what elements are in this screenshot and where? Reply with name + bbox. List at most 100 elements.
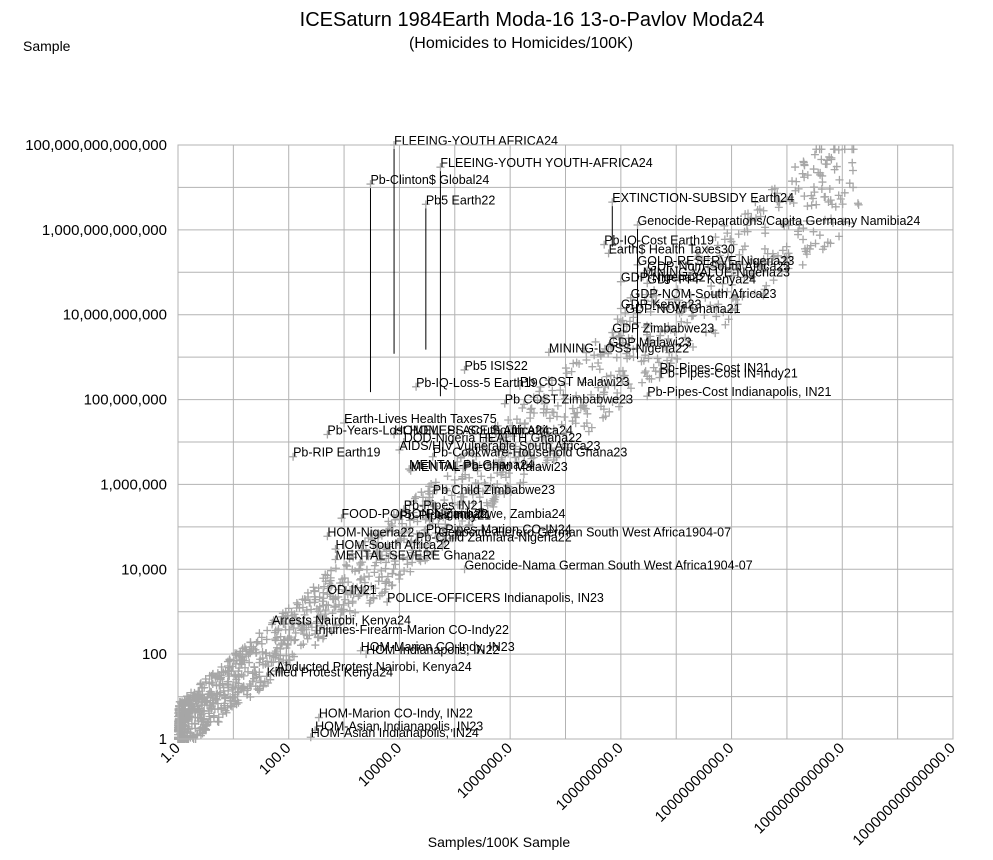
data-point bbox=[274, 626, 283, 635]
data-point bbox=[656, 327, 665, 336]
data-point bbox=[626, 384, 635, 393]
data-point bbox=[587, 390, 596, 399]
data-point bbox=[346, 614, 355, 623]
data-point bbox=[345, 554, 354, 563]
data-point bbox=[181, 714, 190, 723]
data-point bbox=[751, 214, 760, 223]
data-point bbox=[714, 257, 723, 266]
data-point bbox=[473, 466, 482, 475]
data-point bbox=[535, 387, 544, 396]
data-point bbox=[553, 401, 562, 410]
data-point bbox=[488, 496, 497, 505]
data-point bbox=[358, 558, 367, 567]
data-point bbox=[618, 338, 627, 347]
data-point bbox=[643, 279, 652, 288]
data-point bbox=[442, 510, 451, 519]
data-point bbox=[476, 508, 485, 517]
data-point bbox=[712, 312, 721, 321]
data-point bbox=[817, 155, 826, 164]
data-point bbox=[272, 643, 281, 652]
data-point bbox=[387, 519, 396, 528]
annotation-label: GOLD-RESERVE-Nigeria23 bbox=[638, 254, 795, 268]
data-point bbox=[849, 183, 858, 192]
data-point bbox=[605, 407, 614, 416]
data-point bbox=[436, 163, 445, 172]
data-point bbox=[637, 357, 646, 366]
data-point bbox=[762, 281, 771, 290]
data-point bbox=[369, 540, 378, 549]
data-point bbox=[715, 288, 724, 297]
data-point bbox=[734, 230, 743, 239]
data-point bbox=[500, 445, 509, 454]
data-point bbox=[367, 582, 376, 591]
data-point bbox=[357, 546, 366, 555]
data-point bbox=[741, 210, 750, 219]
data-point bbox=[258, 647, 267, 656]
data-point bbox=[778, 246, 787, 255]
data-point bbox=[296, 641, 305, 650]
data-point bbox=[312, 619, 321, 628]
data-point bbox=[231, 660, 240, 669]
y-tick-label: 1,000,000 bbox=[100, 476, 167, 493]
data-point bbox=[245, 679, 254, 688]
data-point bbox=[800, 173, 809, 182]
data-point bbox=[520, 420, 529, 429]
data-point bbox=[711, 263, 720, 272]
data-point bbox=[330, 603, 339, 612]
data-point bbox=[580, 422, 589, 431]
data-point bbox=[421, 529, 430, 538]
data-point bbox=[318, 634, 327, 643]
data-point bbox=[549, 424, 558, 433]
data-point bbox=[334, 585, 343, 594]
data-point bbox=[812, 200, 821, 209]
annotation-label: HOM-Asian Indianapolis, IN24 bbox=[311, 726, 479, 740]
annotation-label: Pb-Pipes-Cost IN21 bbox=[660, 361, 771, 375]
data-point bbox=[329, 623, 338, 632]
data-point bbox=[839, 217, 848, 226]
data-point bbox=[441, 520, 450, 529]
data-point bbox=[622, 395, 631, 404]
annotation-label: Pb-IQ-Cost Earth19 bbox=[604, 234, 714, 248]
data-point bbox=[559, 390, 568, 399]
data-point bbox=[726, 306, 735, 315]
annotation-label: GDP-NOM Ghana21 bbox=[625, 302, 740, 316]
data-point bbox=[661, 326, 670, 335]
data-point bbox=[480, 478, 489, 487]
data-point bbox=[795, 221, 804, 230]
annotation-label: HOM-Nigeria22 bbox=[327, 525, 414, 539]
data-point bbox=[604, 249, 613, 258]
data-point bbox=[742, 221, 751, 230]
data-point bbox=[453, 457, 462, 466]
annotation-label: Pb-Pipes-Cost Indianapolis, IN21 bbox=[647, 385, 831, 399]
data-point bbox=[551, 430, 560, 439]
data-point bbox=[327, 582, 336, 591]
data-point bbox=[834, 145, 843, 154]
data-point bbox=[276, 644, 285, 653]
data-point bbox=[368, 535, 377, 544]
data-point bbox=[288, 611, 297, 620]
data-point bbox=[667, 353, 676, 362]
data-point bbox=[845, 179, 854, 188]
y-tick-label: 1,000,000,000,000 bbox=[42, 222, 167, 239]
data-point bbox=[400, 566, 409, 575]
data-point bbox=[194, 694, 203, 703]
data-point bbox=[518, 404, 527, 413]
data-point bbox=[251, 648, 260, 657]
data-point bbox=[814, 168, 823, 177]
annotation-label: Pb-Pipes-Marion CO-IN24 bbox=[426, 522, 572, 536]
data-point bbox=[216, 675, 225, 684]
data-point bbox=[619, 371, 628, 380]
data-point bbox=[253, 637, 262, 646]
data-point bbox=[740, 242, 749, 251]
annotation-label: Pb-Years-Lost HOMEPLACE South Africa24 bbox=[327, 424, 573, 438]
data-point bbox=[648, 293, 657, 302]
data-point bbox=[320, 582, 329, 591]
data-point bbox=[361, 545, 370, 554]
data-point bbox=[396, 570, 405, 579]
data-point bbox=[492, 429, 501, 438]
data-point bbox=[654, 358, 663, 367]
data-point bbox=[568, 404, 577, 413]
annotation-label: Genocide-Reparations/Capita Germany Nami… bbox=[638, 214, 921, 228]
data-point bbox=[254, 686, 263, 695]
data-point bbox=[460, 365, 469, 374]
